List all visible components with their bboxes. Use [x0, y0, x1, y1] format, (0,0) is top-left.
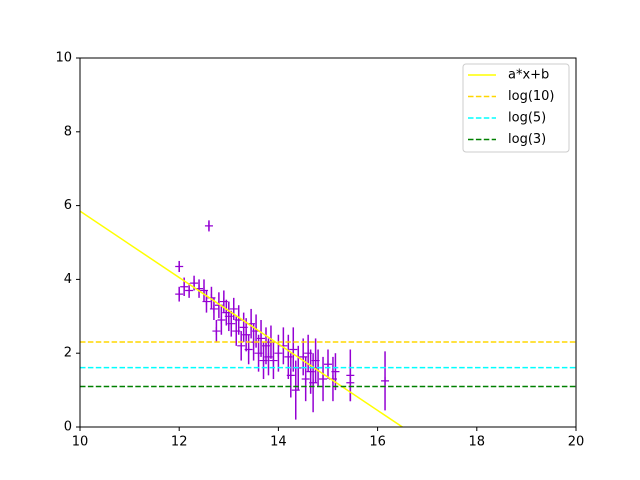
legend-label: a*x+b [508, 68, 549, 83]
x-tick-label: 10 [72, 435, 89, 450]
point-marker [180, 282, 189, 291]
legend-label: log(5) [508, 111, 546, 126]
legend-label: log(3) [508, 132, 546, 147]
point-marker [286, 371, 295, 380]
y-tick-label: 8 [64, 124, 72, 139]
point-marker [217, 315, 226, 324]
point-marker [289, 345, 298, 354]
series-line [80, 210, 403, 427]
point-marker [175, 290, 184, 299]
point-marker [227, 319, 236, 328]
x-tick-label: 12 [171, 435, 188, 450]
point-marker [257, 334, 266, 343]
point-marker [274, 349, 283, 358]
y-tick-label: 2 [64, 346, 72, 361]
point-marker [381, 376, 390, 385]
legend-box [462, 63, 570, 153]
y-tick-label: 4 [64, 272, 72, 287]
point-marker [331, 367, 340, 376]
x-tick-label: 18 [469, 435, 486, 450]
point-marker [237, 341, 246, 350]
x-tick-label: 14 [270, 435, 287, 450]
point-marker [190, 279, 199, 288]
point-marker [301, 375, 310, 384]
point-marker [269, 356, 278, 365]
y-tick-label: 0 [64, 420, 72, 435]
y-tick-label: 6 [64, 198, 72, 213]
point-marker [212, 327, 221, 336]
point-marker [229, 304, 238, 313]
point-marker [185, 286, 194, 295]
point-marker [175, 262, 184, 271]
legend-label: log(10) [508, 89, 555, 104]
point-marker [346, 371, 355, 380]
y-tick-label: 10 [55, 51, 72, 66]
point-marker [209, 304, 218, 313]
point-marker [319, 375, 328, 384]
point-marker [202, 297, 211, 306]
x-tick-label: 20 [568, 435, 585, 450]
plot-area [80, 210, 576, 427]
x-tick-label: 16 [369, 435, 386, 450]
point-marker [244, 345, 253, 354]
axes-frame [79, 57, 577, 428]
point-marker [204, 221, 213, 230]
